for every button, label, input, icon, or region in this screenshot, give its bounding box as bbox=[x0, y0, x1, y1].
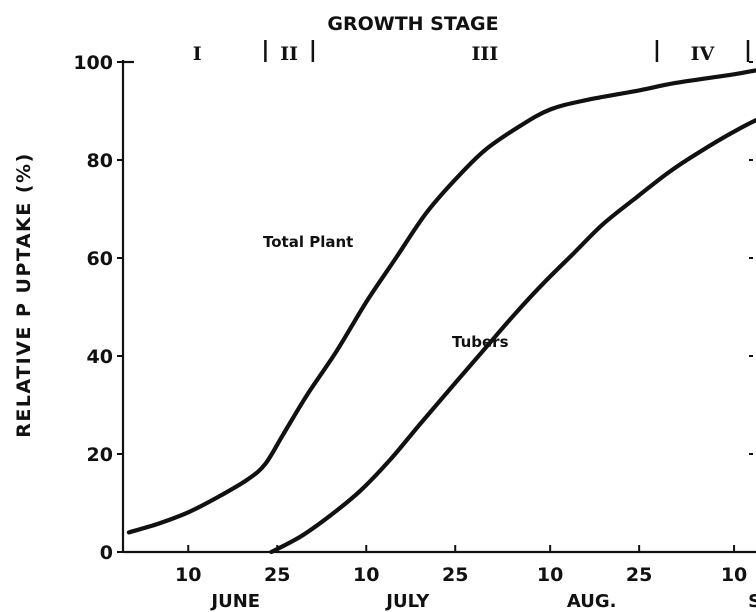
x-axis-ticks: 1025102510251025 bbox=[175, 545, 747, 586]
stage-label: IV bbox=[691, 43, 716, 65]
y-tick-label: 100 bbox=[73, 52, 113, 74]
x-tick-label: 10 bbox=[537, 564, 563, 586]
x-tick-label: 25 bbox=[626, 564, 652, 586]
y-tick-label: 40 bbox=[87, 346, 113, 368]
month-label: JULY bbox=[384, 591, 430, 612]
y-axis-label: RELATIVE P UPTAKE (%) bbox=[13, 152, 35, 438]
y-tick-label: 60 bbox=[87, 248, 113, 270]
month-labels: JUNE JULY AUG. SEPT. bbox=[209, 591, 756, 612]
chart-title: GROWTH STAGE bbox=[327, 13, 498, 35]
month-label: JUNE bbox=[209, 591, 260, 612]
y-tick-label: 80 bbox=[87, 150, 113, 172]
y-tick-label: 20 bbox=[87, 444, 113, 466]
tubers-line bbox=[269, 117, 756, 555]
x-tick-label: 10 bbox=[175, 564, 201, 586]
x-tick-label: 25 bbox=[442, 564, 468, 586]
tubers-label: Tubers bbox=[452, 333, 509, 351]
month-label: AUG. bbox=[567, 591, 617, 612]
y-tick-label: 0 bbox=[100, 542, 113, 564]
month-label: SEPT. bbox=[748, 591, 756, 612]
stage-label: I bbox=[193, 43, 202, 65]
total-plant-line bbox=[126, 68, 756, 535]
series-lines bbox=[126, 68, 756, 555]
total-plant-label: Total Plant bbox=[263, 233, 353, 251]
y-axis-ticks: 0 20 40 60 80 100 bbox=[73, 52, 753, 564]
stage-label: III bbox=[472, 43, 499, 65]
x-tick-label: 10 bbox=[721, 564, 747, 586]
x-tick-label: 10 bbox=[353, 564, 379, 586]
stage-label: II bbox=[280, 43, 298, 65]
growth-stage-bar: I II III IV bbox=[193, 40, 750, 65]
x-tick-label: 25 bbox=[264, 564, 290, 586]
